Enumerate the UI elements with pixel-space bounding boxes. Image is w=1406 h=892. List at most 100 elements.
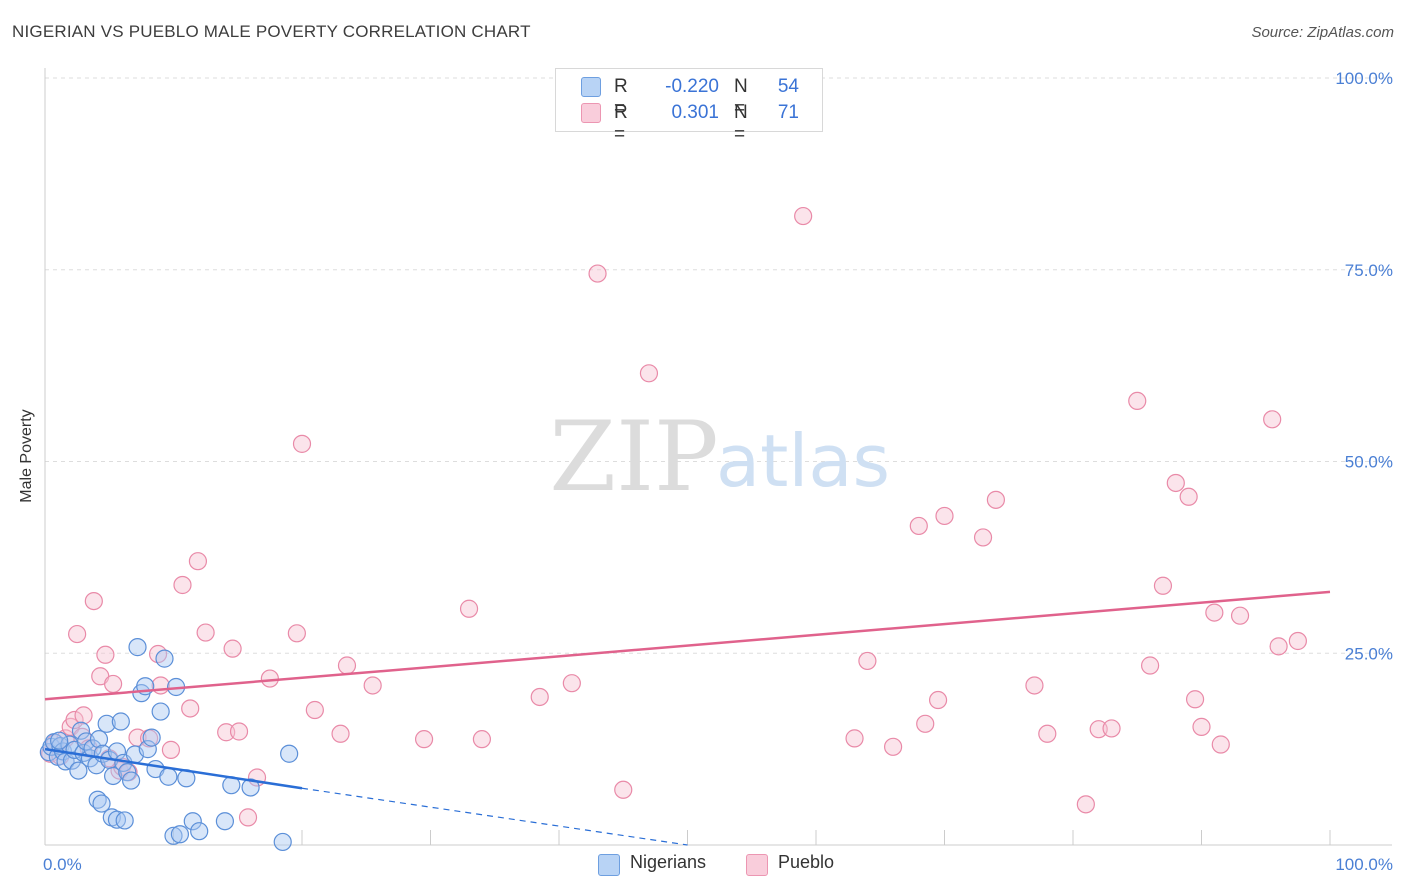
pueblo-point <box>794 206 813 226</box>
pueblo-point <box>909 516 928 536</box>
r-label: R = <box>614 76 628 119</box>
pueblo-point <box>973 528 993 547</box>
y-tick-label: 50.0% <box>1345 453 1393 472</box>
pueblo-point <box>1288 631 1307 651</box>
pueblo-point <box>238 808 258 827</box>
r-label: R = <box>614 102 628 145</box>
nigerian-point <box>159 767 178 786</box>
pueblo-point <box>1192 717 1211 736</box>
pueblo-point <box>935 506 954 526</box>
pueblo-point <box>161 740 181 759</box>
nigerian-point <box>142 728 161 747</box>
y-tick-label: 75.0% <box>1345 261 1393 280</box>
pueblo-point <box>1205 603 1224 622</box>
nigerian-point <box>241 778 260 797</box>
n-label: N = <box>734 76 748 119</box>
nigerian-point <box>190 822 209 841</box>
pueblo-point <box>414 730 434 749</box>
nigerian-point <box>151 702 170 721</box>
pueblo-point <box>1263 410 1282 429</box>
pueblo-point <box>223 639 242 658</box>
n-label: N = <box>734 102 748 145</box>
nigerian-point <box>155 649 174 668</box>
pueblo-point <box>858 651 877 671</box>
nigerian-point <box>215 812 234 831</box>
pueblo-trend-line <box>44 590 1331 701</box>
axes <box>44 68 1392 846</box>
nigerian-points <box>39 638 299 852</box>
pueblo-point <box>588 264 607 283</box>
pueblo-point <box>845 729 864 748</box>
pueblo-point <box>1185 690 1205 709</box>
pueblo-point <box>260 669 279 688</box>
pueblo-point <box>1102 719 1121 738</box>
nigerian-point <box>107 810 127 829</box>
pueblo-point <box>1025 676 1044 695</box>
nigerians-legend-swatch <box>598 854 620 876</box>
pueblo-point <box>530 687 549 707</box>
pueblo-point <box>1153 576 1173 595</box>
pueblo-point <box>181 699 200 718</box>
nigerian-point <box>128 638 147 657</box>
pueblo-point <box>287 624 306 643</box>
n-value: 71 <box>777 102 799 123</box>
pueblo-point <box>74 706 93 725</box>
pueblo-point <box>1128 391 1147 411</box>
nigerian-point <box>280 744 299 763</box>
nigerians-legend-label: Nigerians <box>630 852 707 872</box>
pueblo-point <box>1038 724 1057 743</box>
nigerian-point <box>104 766 123 786</box>
pueblo-legend-label: Pueblo <box>778 852 835 872</box>
pueblo-swatch <box>581 103 601 123</box>
pueblo-point <box>229 722 249 741</box>
gridlines <box>45 77 1392 654</box>
pueblo-point <box>472 730 491 749</box>
watermark-zip: ZIP <box>549 401 718 513</box>
nigerian-point <box>164 826 183 845</box>
y-tick-label: 100.0% <box>1335 69 1393 88</box>
pueblo-point <box>188 552 208 571</box>
y-tick-label: 25.0% <box>1345 644 1393 663</box>
pueblo-point <box>1230 606 1250 625</box>
nigerians-swatch <box>581 77 601 97</box>
pueblo-point <box>562 674 581 693</box>
r-value: 0.301 <box>671 102 719 123</box>
nigerian-point <box>69 761 88 780</box>
pueblo-point <box>883 737 903 756</box>
pueblo-point <box>986 490 1006 509</box>
nigerian-point <box>273 832 292 852</box>
nigerian-point <box>115 811 134 830</box>
source-label: Source: ZipAtlas.com <box>1251 24 1394 41</box>
pueblo-point <box>1269 637 1288 656</box>
nigerian-trend-line <box>44 747 303 790</box>
pueblo-point <box>173 575 192 595</box>
pueblo-point <box>337 656 357 675</box>
pueblo-point <box>639 364 659 383</box>
trend-lines <box>44 590 1331 846</box>
n-value: 54 <box>777 76 799 97</box>
nigerian-point <box>111 712 130 731</box>
pueblo-points <box>41 206 1307 827</box>
x-tick-label: 100.0% <box>1335 855 1393 874</box>
pueblo-point <box>84 591 103 611</box>
pueblo-point <box>1140 656 1160 675</box>
pueblo-point <box>305 700 324 720</box>
pueblo-point <box>916 714 935 733</box>
pueblo-point <box>151 676 170 695</box>
watermark: ZIP atlas <box>549 401 890 513</box>
nigerian-point <box>183 812 202 831</box>
pueblo-point <box>363 676 382 695</box>
nigerian-point <box>121 771 141 790</box>
pueblo-point <box>614 780 633 799</box>
pueblo-legend-swatch <box>746 854 768 876</box>
nigerian-point <box>92 794 111 813</box>
pueblo-point <box>1166 473 1185 493</box>
nigerian-point <box>118 763 137 782</box>
x-tick-label: 0.0% <box>43 855 82 874</box>
nigerian-point <box>71 721 91 740</box>
pueblo-point <box>217 723 236 742</box>
nigerian-point <box>89 730 109 749</box>
nigerian-point <box>138 740 157 759</box>
pueblo-point <box>104 674 123 694</box>
